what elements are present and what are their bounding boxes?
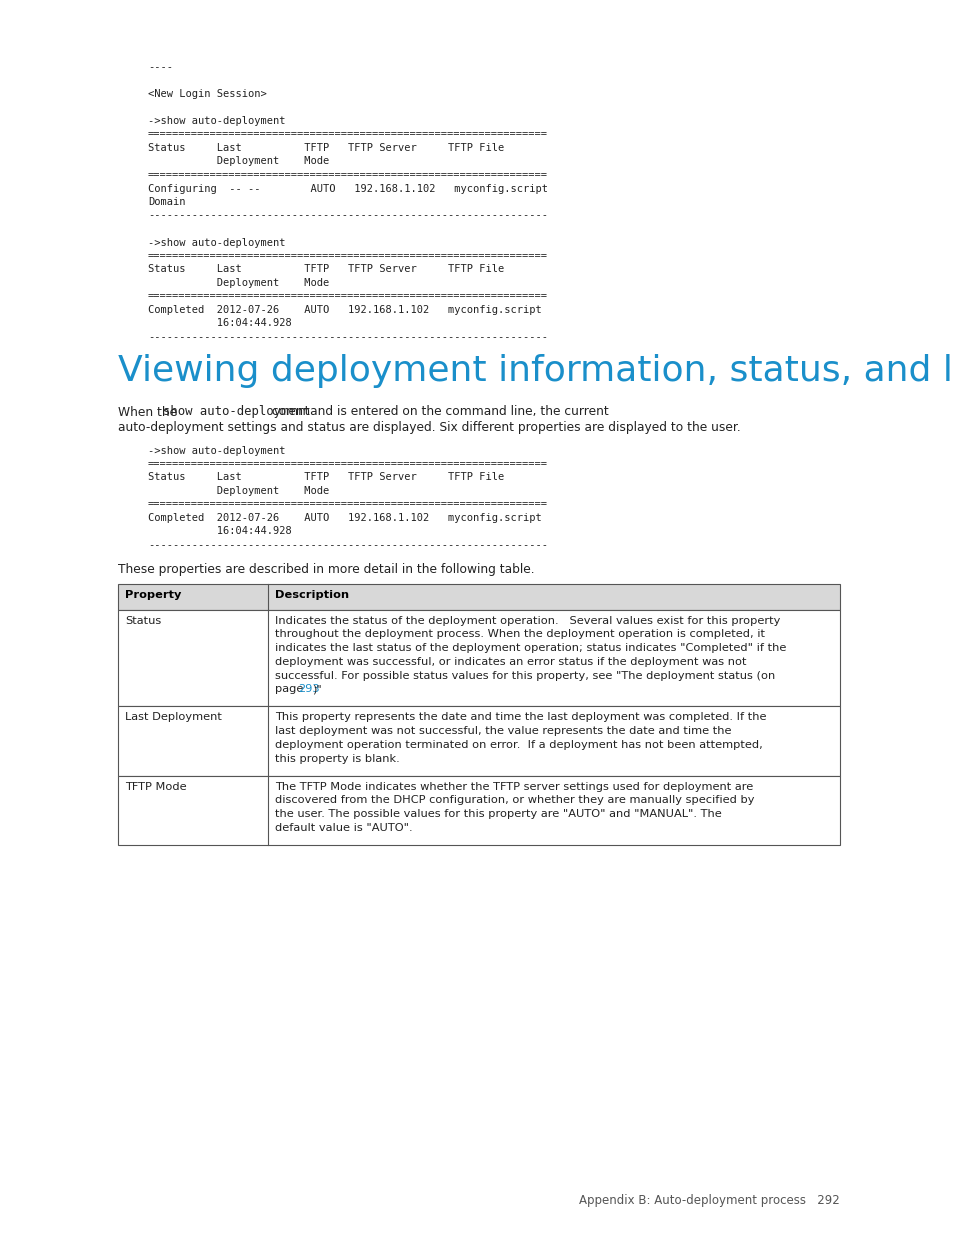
Text: ================================================================: ========================================… — [148, 459, 547, 469]
Text: discovered from the DHCP configuration, or whether they are manually specified b: discovered from the DHCP configuration, … — [274, 795, 754, 805]
Bar — [118, 776, 840, 845]
Text: Deployment    Mode: Deployment Mode — [148, 278, 329, 288]
Text: last deployment was not successful, the value represents the date and time the: last deployment was not successful, the … — [274, 726, 731, 736]
Text: 293: 293 — [297, 684, 319, 694]
Text: ----------------------------------------------------------------: ----------------------------------------… — [148, 210, 547, 221]
Bar — [118, 583, 840, 610]
Text: Deployment    Mode: Deployment Mode — [148, 157, 329, 167]
Text: ----: ---- — [148, 62, 172, 72]
Text: These properties are described in more detail in the following table.: These properties are described in more d… — [118, 563, 534, 577]
Text: default value is "AUTO".: default value is "AUTO". — [274, 823, 413, 832]
Text: Viewing deployment information, status, and logs: Viewing deployment information, status, … — [118, 353, 953, 388]
Text: ----------------------------------------------------------------: ----------------------------------------… — [148, 540, 547, 550]
Text: Indicates the status of the deployment operation.   Several values exist for thi: Indicates the status of the deployment o… — [274, 615, 780, 625]
Text: ->show auto-deployment: ->show auto-deployment — [148, 237, 285, 247]
Text: deployment was successful, or indicates an error status if the deployment was no: deployment was successful, or indicates … — [274, 657, 745, 667]
Bar — [118, 706, 840, 776]
Text: indicates the last status of the deployment operation; status indicates "Complet: indicates the last status of the deploym… — [274, 643, 785, 653]
Text: Completed  2012-07-26    AUTO   192.168.1.102   myconfig.script: Completed 2012-07-26 AUTO 192.168.1.102 … — [148, 513, 541, 522]
Text: Completed  2012-07-26    AUTO   192.168.1.102   myconfig.script: Completed 2012-07-26 AUTO 192.168.1.102 … — [148, 305, 541, 315]
Text: ================================================================: ========================================… — [148, 251, 547, 261]
Text: ->show auto-deployment: ->show auto-deployment — [148, 116, 285, 126]
Text: Status     Last          TFTP   TFTP Server     TFTP File: Status Last TFTP TFTP Server TFTP File — [148, 143, 504, 153]
Text: <New Login Session>: <New Login Session> — [148, 89, 267, 99]
Text: ================================================================: ========================================… — [148, 170, 547, 180]
Text: the user. The possible values for this property are "AUTO" and "MANUAL". The: the user. The possible values for this p… — [274, 809, 721, 819]
Text: ----------------------------------------------------------------: ----------------------------------------… — [148, 332, 547, 342]
Text: TFTP Mode: TFTP Mode — [125, 782, 187, 792]
Text: this property is blank.: this property is blank. — [274, 753, 399, 763]
Text: Description: Description — [274, 589, 349, 599]
Text: ================================================================: ========================================… — [148, 291, 547, 301]
Text: Status     Last          TFTP   TFTP Server     TFTP File: Status Last TFTP TFTP Server TFTP File — [148, 264, 504, 274]
Text: ->show auto-deployment: ->show auto-deployment — [148, 446, 285, 456]
Text: When the: When the — [118, 405, 181, 419]
Text: 16:04:44.928: 16:04:44.928 — [148, 319, 292, 329]
Text: Deployment    Mode: Deployment Mode — [148, 487, 329, 496]
Text: command is entered on the command line, the current: command is entered on the command line, … — [268, 405, 608, 419]
Text: Property: Property — [125, 589, 181, 599]
Text: show auto-deployment: show auto-deployment — [162, 405, 310, 419]
Text: Status     Last          TFTP   TFTP Server     TFTP File: Status Last TFTP TFTP Server TFTP File — [148, 473, 504, 483]
Text: Domain: Domain — [148, 198, 185, 207]
Text: ================================================================: ========================================… — [148, 130, 547, 140]
Text: This property represents the date and time the last deployment was completed. If: This property represents the date and ti… — [274, 713, 765, 722]
Text: Appendix B: Auto-deployment process   292: Appendix B: Auto-deployment process 292 — [578, 1194, 840, 1207]
Text: 16:04:44.928: 16:04:44.928 — [148, 526, 292, 536]
Text: auto-deployment settings and status are displayed. Six different properties are : auto-deployment settings and status are … — [118, 421, 740, 435]
Text: deployment operation terminated on error.  If a deployment has not been attempte: deployment operation terminated on error… — [274, 740, 762, 750]
Text: Status: Status — [125, 615, 161, 625]
Text: )": )" — [312, 684, 321, 694]
Text: page: page — [274, 684, 307, 694]
Bar — [118, 610, 840, 706]
Text: successful. For possible status values for this property, see "The deployment st: successful. For possible status values f… — [274, 671, 775, 680]
Text: The TFTP Mode indicates whether the TFTP server settings used for deployment are: The TFTP Mode indicates whether the TFTP… — [274, 782, 753, 792]
Text: Last Deployment: Last Deployment — [125, 713, 222, 722]
Text: throughout the deployment process. When the deployment operation is completed, i: throughout the deployment process. When … — [274, 630, 764, 640]
Text: ================================================================: ========================================… — [148, 499, 547, 510]
Text: Configuring  -- --        AUTO   192.168.1.102   myconfig.script: Configuring -- -- AUTO 192.168.1.102 myc… — [148, 184, 547, 194]
